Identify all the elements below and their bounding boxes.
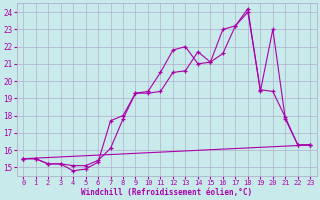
X-axis label: Windchill (Refroidissement éolien,°C): Windchill (Refroidissement éolien,°C)	[81, 188, 252, 197]
